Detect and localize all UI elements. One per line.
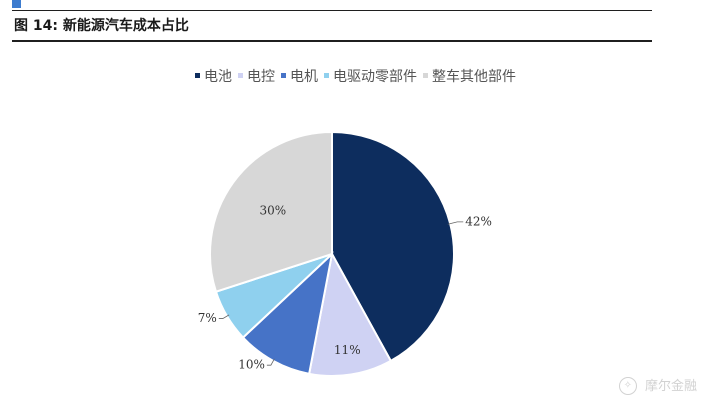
legend-label: 整车其他部件	[432, 69, 516, 85]
legend-item: 电控	[238, 66, 275, 86]
legend-item: 整车其他部件	[423, 66, 516, 86]
data-label: 11%	[334, 343, 361, 357]
pie-slice	[209, 130, 333, 293]
label-leader-line	[447, 221, 464, 225]
legend-label: 电控	[247, 69, 275, 85]
watermark-text: 摩尔金融	[644, 378, 697, 394]
watermark: ✧ 摩尔金融	[618, 375, 697, 395]
data-label: 10%	[238, 358, 265, 372]
legend-label: 电驱动零部件	[333, 69, 417, 85]
legend-item: 电池	[195, 66, 232, 86]
wechat-icon: ✧	[618, 377, 637, 395]
legend-item: 电驱动零部件	[324, 66, 417, 86]
data-label: 7%	[198, 311, 217, 325]
legend-label: 电机	[290, 69, 318, 85]
legend-swatch	[238, 72, 243, 78]
data-label: 42%	[465, 214, 492, 228]
legend-swatch	[423, 72, 428, 78]
title-bottom-rule	[12, 40, 652, 42]
data-label: 30%	[259, 203, 286, 217]
title-top-rule	[12, 10, 652, 11]
corner-accent-block	[12, 0, 21, 8]
legend-label: 电池	[204, 69, 232, 85]
label-leader-line	[266, 358, 275, 366]
legend-swatch	[324, 72, 329, 78]
legend-swatch	[281, 72, 286, 78]
figure-title: 图 14: 新能源汽车成本占比	[14, 18, 189, 34]
legend-item: 电机	[281, 66, 318, 86]
label-leader-line	[218, 314, 230, 319]
legend-swatch	[195, 72, 200, 78]
pie-slice	[307, 251, 393, 377]
chart-legend: 电池 电控 电机 电驱动零部件 整车其他部件	[0, 66, 711, 86]
